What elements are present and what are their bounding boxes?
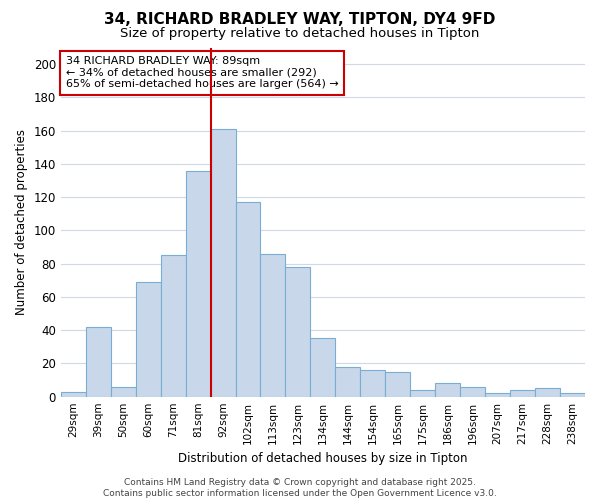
Bar	[136, 282, 161, 397]
X-axis label: Distribution of detached houses by size in Tipton: Distribution of detached houses by size …	[178, 452, 467, 465]
Bar	[460, 386, 485, 396]
Text: Contains HM Land Registry data © Crown copyright and database right 2025.
Contai: Contains HM Land Registry data © Crown c…	[103, 478, 497, 498]
Bar	[310, 338, 335, 396]
Bar	[86, 327, 111, 396]
Bar	[61, 392, 86, 396]
Bar	[185, 170, 211, 396]
Bar	[286, 267, 310, 396]
Bar	[560, 394, 585, 396]
Bar	[361, 370, 385, 396]
Text: 34, RICHARD BRADLEY WAY, TIPTON, DY4 9FD: 34, RICHARD BRADLEY WAY, TIPTON, DY4 9FD	[104, 12, 496, 28]
Bar	[111, 386, 136, 396]
Bar	[435, 384, 460, 396]
Bar	[211, 129, 236, 396]
Bar	[410, 390, 435, 396]
Bar	[260, 254, 286, 396]
Text: 34 RICHARD BRADLEY WAY: 89sqm
← 34% of detached houses are smaller (292)
65% of : 34 RICHARD BRADLEY WAY: 89sqm ← 34% of d…	[66, 56, 339, 90]
Bar	[510, 390, 535, 396]
Bar	[535, 388, 560, 396]
Bar	[485, 394, 510, 396]
Bar	[236, 202, 260, 396]
Text: Size of property relative to detached houses in Tipton: Size of property relative to detached ho…	[121, 28, 479, 40]
Bar	[385, 372, 410, 396]
Bar	[335, 367, 361, 396]
Bar	[161, 256, 185, 396]
Y-axis label: Number of detached properties: Number of detached properties	[15, 129, 28, 315]
